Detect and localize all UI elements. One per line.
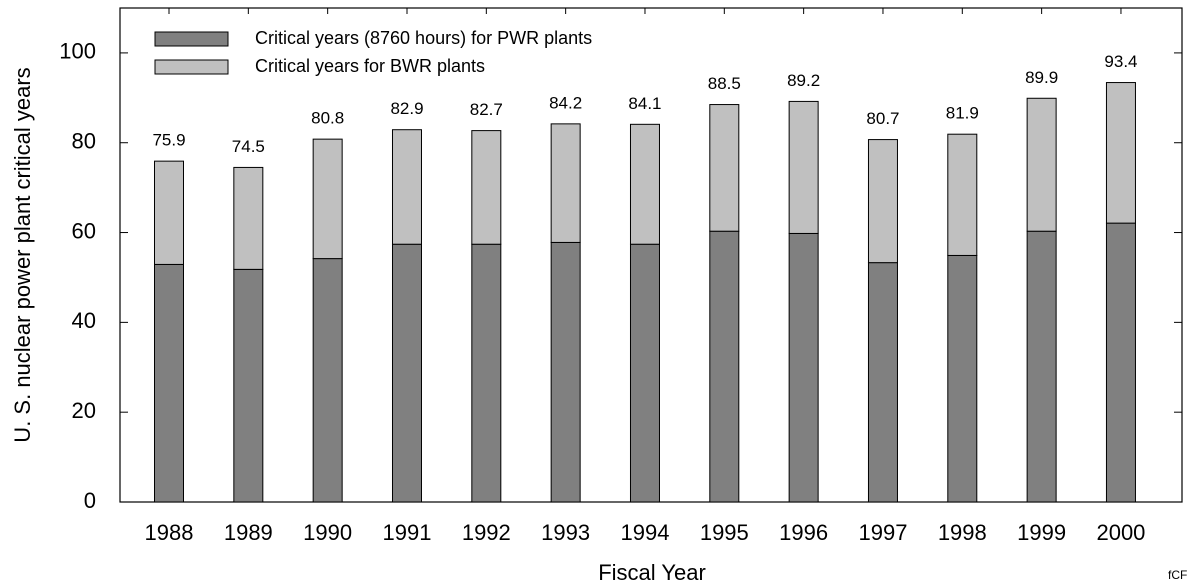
total-label: 84.2 xyxy=(549,93,582,112)
total-label: 82.7 xyxy=(470,100,503,119)
total-label: 74.5 xyxy=(232,137,265,156)
x-tick-label: 1998 xyxy=(938,520,987,545)
total-label: 89.2 xyxy=(787,71,820,90)
x-tick-label: 1999 xyxy=(1017,520,1066,545)
x-tick-label: 1991 xyxy=(383,520,432,545)
total-label: 89.9 xyxy=(1025,68,1058,87)
total-label: 80.7 xyxy=(866,109,899,128)
bar-segment xyxy=(1026,230,1057,503)
legend-label: Critical years (8760 hours) for PWR plan… xyxy=(255,28,592,48)
bar-segment xyxy=(233,268,264,503)
x-tick-label: 1994 xyxy=(621,520,670,545)
bar-segment xyxy=(154,263,184,503)
x-tick-label: 1992 xyxy=(462,520,511,545)
bar-segment xyxy=(629,243,660,503)
y-tick-label: 100 xyxy=(59,39,96,64)
bar-segment xyxy=(471,130,502,245)
bar-segment xyxy=(1105,222,1136,503)
bar-segment xyxy=(391,129,422,245)
bar-segment xyxy=(709,230,740,503)
bar-segment xyxy=(788,232,819,503)
bar-segment xyxy=(312,258,343,503)
bar-segment xyxy=(550,241,581,503)
total-label: 82.9 xyxy=(390,99,423,118)
bar-segment xyxy=(788,100,819,234)
bar-segment xyxy=(947,133,978,256)
total-label: 75.9 xyxy=(152,131,185,150)
legend-swatch xyxy=(154,59,229,75)
bar-segment xyxy=(947,254,978,503)
bar-segment xyxy=(709,104,740,232)
y-tick-label: 0 xyxy=(84,488,96,513)
annotation: fCF xyxy=(1168,568,1187,582)
total-label: 81.9 xyxy=(946,104,979,123)
y-tick-label: 60 xyxy=(72,218,96,243)
x-tick-label: 1996 xyxy=(779,520,828,545)
bar-segment xyxy=(1105,82,1136,224)
y-tick-label: 80 xyxy=(72,129,96,154)
x-tick-label: 1990 xyxy=(303,520,352,545)
bar-segment xyxy=(1026,97,1057,232)
total-label: 93.4 xyxy=(1104,52,1137,71)
x-tick-label: 1993 xyxy=(541,520,590,545)
bar-segment xyxy=(550,123,581,243)
legend-label: Critical years for BWR plants xyxy=(255,56,485,76)
bar-segment xyxy=(471,243,502,503)
total-label: 80.8 xyxy=(311,109,344,128)
total-label: 84.1 xyxy=(628,94,661,113)
bar-segment xyxy=(233,166,264,270)
bar-segment xyxy=(629,123,660,245)
x-tick-label: 1989 xyxy=(224,520,273,545)
bar-segment xyxy=(154,160,184,265)
bar-segment xyxy=(867,262,898,503)
x-tick-label: 2000 xyxy=(1096,520,1145,545)
y-axis-title: U. S. nuclear power plant critical years xyxy=(10,67,35,442)
bar-segment xyxy=(391,243,422,503)
y-tick-label: 20 xyxy=(72,398,96,423)
bar-segment xyxy=(312,138,343,260)
legend-swatch xyxy=(154,31,229,47)
x-tick-label: 1995 xyxy=(700,520,749,545)
total-label: 88.5 xyxy=(708,74,741,93)
x-axis-title: Fiscal Year xyxy=(598,560,706,585)
x-tick-label: 1997 xyxy=(858,520,907,545)
x-tick-label: 1988 xyxy=(145,520,194,545)
y-tick-label: 40 xyxy=(72,308,96,333)
bar-segment xyxy=(867,139,898,264)
